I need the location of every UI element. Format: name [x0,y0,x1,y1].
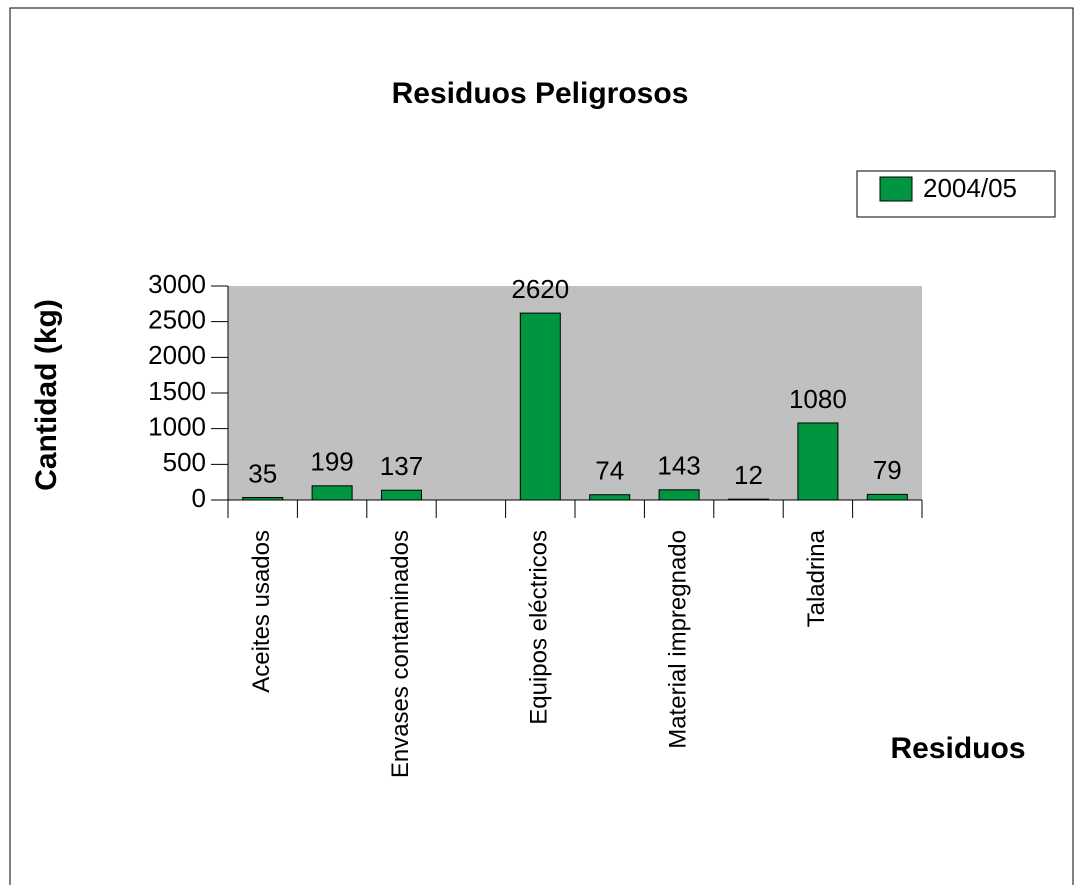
x-tick-label: Envases contaminados [387,530,414,778]
y-tick-label: 3000 [148,269,206,299]
value-label: 12 [734,460,763,490]
bar [728,498,769,501]
value-label: 79 [873,455,902,485]
x-tick-label: Material impregnado [664,530,691,749]
legend-label: 2004/05 [923,173,1017,203]
x-axis-label: Residuos [890,732,1025,765]
value-label: 74 [595,456,624,486]
x-tick-label: Aceites usados [248,530,275,693]
bar [797,422,839,501]
value-label: 199 [310,447,353,477]
value-label: 1080 [789,384,847,414]
x-tick-label: Equipos eléctricos [526,530,553,725]
y-tick-label: 1500 [148,376,206,406]
frame [9,7,1074,890]
value-label: 35 [248,458,277,488]
bar [519,312,561,501]
legend-swatch [879,176,913,202]
value-label: 2620 [511,274,569,304]
value-label: 137 [380,451,423,481]
y-tick-label: 2500 [148,305,206,335]
value-label: 143 [657,451,700,481]
y-tick-label: 0 [192,483,206,513]
y-axis-label: Cantidad (kg) [30,299,63,491]
bar [242,497,284,501]
chart-title: Residuos Peligrosos [392,77,689,110]
y-tick-label: 500 [163,447,206,477]
y-tick-label: 1000 [148,412,206,442]
bar [866,493,908,501]
y-tick-label: 2000 [148,340,206,370]
bar [589,494,631,501]
x-tick-label: Taladrina [803,529,830,627]
bar [658,489,700,501]
bar [311,485,353,501]
bar [381,489,422,501]
